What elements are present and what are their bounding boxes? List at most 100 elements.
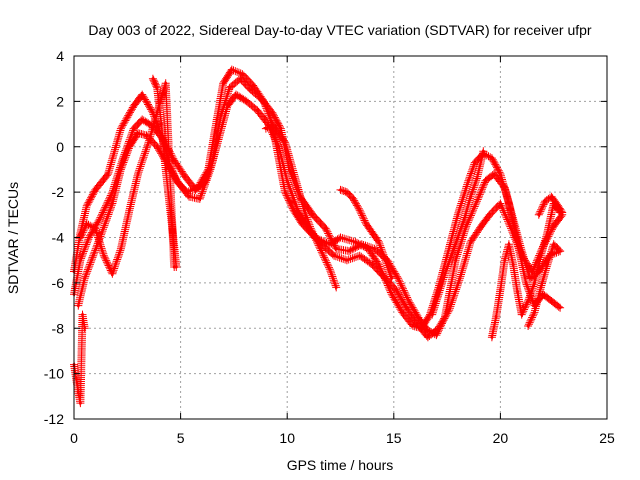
data-point (473, 161, 477, 165)
data-point (87, 236, 91, 239)
data-point (127, 208, 131, 212)
data-point (277, 131, 281, 135)
data-point (492, 172, 496, 176)
data-point (533, 310, 536, 314)
data-point (507, 242, 511, 246)
data-point (558, 249, 562, 253)
data-point (302, 208, 306, 212)
data-point (290, 163, 293, 167)
data-point (443, 272, 447, 276)
x-tick-label: 5 (177, 430, 185, 446)
data-point (430, 313, 434, 317)
data-point (550, 299, 554, 303)
data-point (526, 299, 530, 303)
data-point (353, 240, 357, 244)
data-point (78, 236, 82, 239)
data-point (481, 149, 485, 153)
data-point (230, 68, 234, 72)
y-tick-label: -6 (52, 275, 65, 291)
data-point (405, 306, 409, 310)
data-point (550, 195, 554, 199)
series-markers (74, 90, 567, 342)
data-point (136, 131, 140, 135)
data-point (479, 224, 483, 228)
data-point (334, 247, 338, 251)
series-6 (148, 74, 181, 271)
data-point (560, 211, 564, 214)
data-point (488, 213, 492, 217)
data-point (177, 181, 180, 185)
data-series (70, 65, 567, 408)
data-point (345, 190, 349, 194)
data-point (490, 156, 494, 160)
data-point (315, 240, 319, 244)
data-point (264, 127, 268, 131)
data-point (498, 172, 502, 176)
data-point (469, 240, 473, 244)
series-markers (336, 185, 396, 283)
data-point (309, 226, 313, 230)
data-point (458, 276, 462, 280)
data-point (238, 77, 242, 81)
data-point (407, 299, 411, 303)
data-point (83, 276, 87, 280)
data-point (539, 254, 543, 258)
data-point (285, 179, 289, 183)
data-point (511, 217, 515, 221)
data-point (155, 86, 159, 90)
data-point (91, 254, 95, 258)
series-10 (487, 199, 565, 342)
data-point (475, 199, 479, 203)
data-point (81, 313, 84, 317)
data-point (371, 263, 374, 267)
data-point (187, 195, 191, 199)
data-point (85, 222, 89, 226)
data-point (83, 326, 87, 330)
data-point (511, 263, 515, 267)
data-point (509, 226, 513, 230)
data-point (270, 122, 274, 126)
y-axis-ticks: -12 -10 -8 -6 -4 -2 0 2 4 (44, 48, 607, 427)
data-point (164, 81, 168, 85)
data-point (426, 335, 430, 339)
data-point (270, 111, 274, 115)
data-point (283, 190, 287, 194)
data-point (119, 247, 123, 251)
data-point (311, 213, 315, 217)
data-point (147, 140, 151, 144)
data-point (324, 226, 328, 230)
data-point (558, 306, 562, 310)
series-8 (336, 185, 396, 283)
data-point (328, 267, 332, 271)
data-point (545, 231, 549, 235)
data-point (140, 93, 144, 97)
data-point (556, 204, 560, 208)
data-point (526, 324, 530, 328)
data-point (85, 204, 89, 208)
data-point (127, 145, 131, 149)
data-point (498, 288, 502, 292)
data-point (98, 217, 102, 221)
y-tick-label: -10 (44, 366, 64, 382)
data-point (411, 324, 415, 328)
data-point (528, 276, 532, 280)
data-point (360, 242, 364, 246)
data-point (539, 285, 543, 289)
data-point (172, 158, 176, 162)
series-12 (534, 192, 567, 219)
data-point (437, 292, 441, 296)
data-point (76, 390, 80, 394)
data-point (217, 136, 221, 140)
data-point (345, 258, 349, 262)
y-tick-label: -2 (52, 184, 65, 200)
x-axis-label: GPS time / hours (287, 457, 394, 473)
data-point (151, 111, 155, 115)
data-point (358, 254, 362, 258)
data-point (140, 118, 144, 121)
y-tick-label: -8 (52, 320, 65, 336)
series-markers (261, 120, 341, 292)
x-tick-label: 25 (599, 430, 615, 446)
data-point (383, 276, 387, 280)
data-point (283, 140, 287, 144)
data-point (93, 226, 97, 230)
